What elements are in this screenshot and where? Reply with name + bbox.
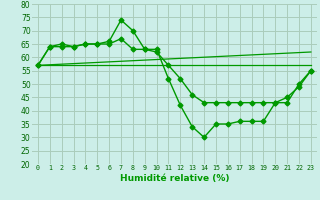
X-axis label: Humidité relative (%): Humidité relative (%) [120, 174, 229, 183]
